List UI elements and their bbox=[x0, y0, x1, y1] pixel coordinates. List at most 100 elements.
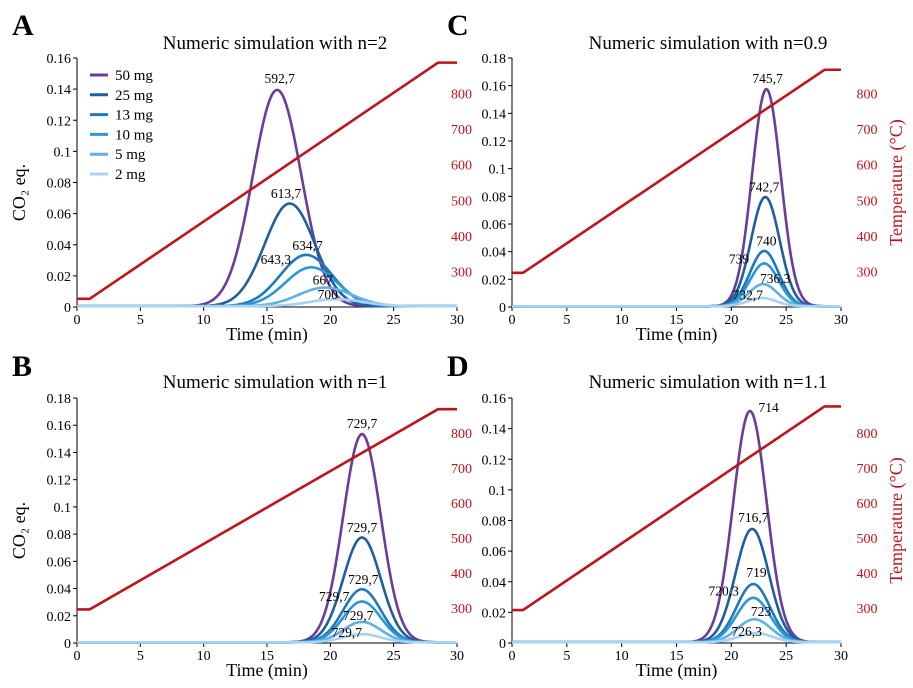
x-tick-label: 15 bbox=[670, 649, 684, 664]
series-50-mg-curve bbox=[512, 87, 841, 308]
x-tick-label: 30 bbox=[834, 649, 848, 664]
chart-panel-c: C Numeric simulation with n=0.9 0 5 10 15 20 25… bbox=[447, 9, 907, 345]
data-label: 700 bbox=[318, 287, 339, 302]
y-tick-label: 0.1 bbox=[54, 145, 72, 160]
temperature-tick-label: 400 bbox=[857, 230, 878, 245]
x-axis-label: Time (min) bbox=[636, 660, 718, 681]
temperature-tick-label: 700 bbox=[857, 462, 878, 477]
temperature-tick-label: 300 bbox=[857, 265, 878, 280]
x-tick-label: 20 bbox=[323, 313, 337, 328]
y-tick-label: 0 bbox=[64, 637, 71, 652]
y-tick-label: 0.14 bbox=[47, 83, 72, 98]
series-50-mg-curve bbox=[77, 432, 457, 644]
y-tick-label: 0.06 bbox=[47, 208, 72, 223]
series-group: 714 716,7 719 720,3 723 726,3 bbox=[512, 400, 841, 644]
data-label: 745,7 bbox=[752, 71, 783, 86]
chart-title: Numeric simulation with n=1 bbox=[163, 372, 387, 393]
data-label: 729,7 bbox=[343, 608, 374, 623]
chart-panel-b: B Numeric simulation with n=1 0 5 10 15 20 25 30… bbox=[9, 350, 472, 681]
temperature-tick-label: 400 bbox=[451, 230, 472, 245]
temperature-tick-label: 500 bbox=[857, 532, 878, 547]
y-tick-label: 0.12 bbox=[47, 474, 72, 489]
data-label: 729,7 bbox=[347, 416, 378, 431]
temperature-tick-label: 800 bbox=[451, 88, 472, 103]
y-tick-label: 0.02 bbox=[47, 270, 72, 285]
temperature-tick-label: 800 bbox=[451, 427, 472, 442]
temperature-tick-label: 500 bbox=[451, 194, 472, 209]
data-label: 729,7 bbox=[319, 589, 350, 604]
y-tick-label: 0.02 bbox=[482, 606, 507, 621]
y-tick-label: 0.04 bbox=[482, 576, 507, 591]
temperature-tick-label: 400 bbox=[857, 567, 878, 582]
x-tick-label: 25 bbox=[779, 649, 793, 664]
y-tick-label: 0.16 bbox=[482, 392, 507, 407]
x-tick-label: 25 bbox=[387, 313, 401, 328]
x-tick-label: 20 bbox=[724, 313, 738, 328]
y-tick-label: 0 bbox=[499, 301, 506, 316]
data-label: 736,3 bbox=[760, 271, 791, 286]
panel-letter: C bbox=[447, 9, 469, 42]
data-label: 726,3 bbox=[731, 624, 762, 639]
x-tick-label: 25 bbox=[387, 649, 401, 664]
temperature-tick-label: 300 bbox=[857, 602, 878, 617]
y-tick-label: 0.02 bbox=[482, 273, 507, 288]
series-5-mg-curve bbox=[77, 620, 457, 644]
legend-label: 5 mg bbox=[115, 147, 146, 163]
temperature-tick-label: 700 bbox=[451, 123, 472, 138]
x-axis-label: Time (min) bbox=[226, 660, 308, 681]
temperature-line bbox=[512, 68, 841, 275]
data-label: 739 bbox=[729, 251, 750, 266]
series-50-mg-curve bbox=[512, 409, 841, 644]
temperature-tick-label: 400 bbox=[451, 567, 472, 582]
legend-label: 2 mg bbox=[115, 167, 146, 183]
data-label: 634,7 bbox=[292, 238, 323, 253]
x-axis-label: Time (min) bbox=[636, 324, 718, 345]
temperature-tick-label: 500 bbox=[857, 194, 878, 209]
x-tick-label: 15 bbox=[260, 313, 274, 328]
x-tick-label: 30 bbox=[834, 313, 848, 328]
x-tick-label: 30 bbox=[450, 649, 464, 664]
series-10-mg-curve bbox=[77, 600, 457, 644]
x-tick-label: 10 bbox=[197, 649, 211, 664]
legend-label: 50 mg bbox=[115, 68, 153, 84]
y-tick-label: 0.04 bbox=[482, 246, 507, 261]
legend-label: 13 mg bbox=[115, 108, 153, 124]
y-tick-label: 0.12 bbox=[482, 453, 507, 468]
x-tick-label: 10 bbox=[615, 313, 629, 328]
legend-label: 25 mg bbox=[115, 88, 153, 104]
x-axis-label: Time (min) bbox=[226, 324, 308, 345]
data-label: 729,7 bbox=[348, 572, 379, 587]
data-label: 714 bbox=[758, 400, 779, 415]
chart-title: Numeric simulation with n=2 bbox=[163, 33, 387, 54]
x-tick-label: 15 bbox=[260, 649, 274, 664]
y-axis-label: CO₂ eq. bbox=[9, 502, 29, 559]
x-tick-label: 15 bbox=[670, 313, 684, 328]
y-tick-label: 0.08 bbox=[482, 190, 507, 205]
data-label: 740 bbox=[756, 233, 777, 248]
x-tick-label: 0 bbox=[509, 313, 516, 328]
data-label: 720,3 bbox=[708, 584, 739, 599]
y-tick-label: 0.06 bbox=[47, 555, 72, 570]
series-group: 729,7 729,7 729,7 729,7 729,7 729,7 bbox=[77, 416, 457, 644]
x-tick-label: 0 bbox=[509, 649, 516, 664]
y-tick-label: 0.14 bbox=[482, 423, 507, 438]
series-2-mg-curve bbox=[77, 632, 457, 644]
temperature-line bbox=[77, 61, 457, 301]
temperature-tick-label: 800 bbox=[857, 88, 878, 103]
y-tick-label: 0.08 bbox=[47, 177, 72, 192]
y-tick-label: 0.12 bbox=[482, 135, 507, 150]
y-axis-label: CO₂ eq. bbox=[9, 164, 29, 221]
legend: 50 mg 25 mg 13 mg 10 mg 5 mg 2 mg bbox=[90, 68, 153, 183]
temperature-tick-label: 500 bbox=[451, 532, 472, 547]
temperature-axis-label: Temperature (°C) bbox=[886, 119, 907, 245]
y-tick-label: 0.1 bbox=[54, 501, 72, 516]
temperature-tick-label: 800 bbox=[857, 427, 878, 442]
y-tick-label: 0.04 bbox=[47, 239, 72, 254]
series-25-mg-curve bbox=[512, 195, 841, 308]
x-tick-label: 25 bbox=[779, 313, 793, 328]
data-label: 667 bbox=[313, 272, 334, 287]
y-tick-label: 0.06 bbox=[482, 218, 507, 233]
data-label: 643,3 bbox=[261, 252, 292, 267]
y-tick-label: 0.14 bbox=[482, 107, 507, 122]
